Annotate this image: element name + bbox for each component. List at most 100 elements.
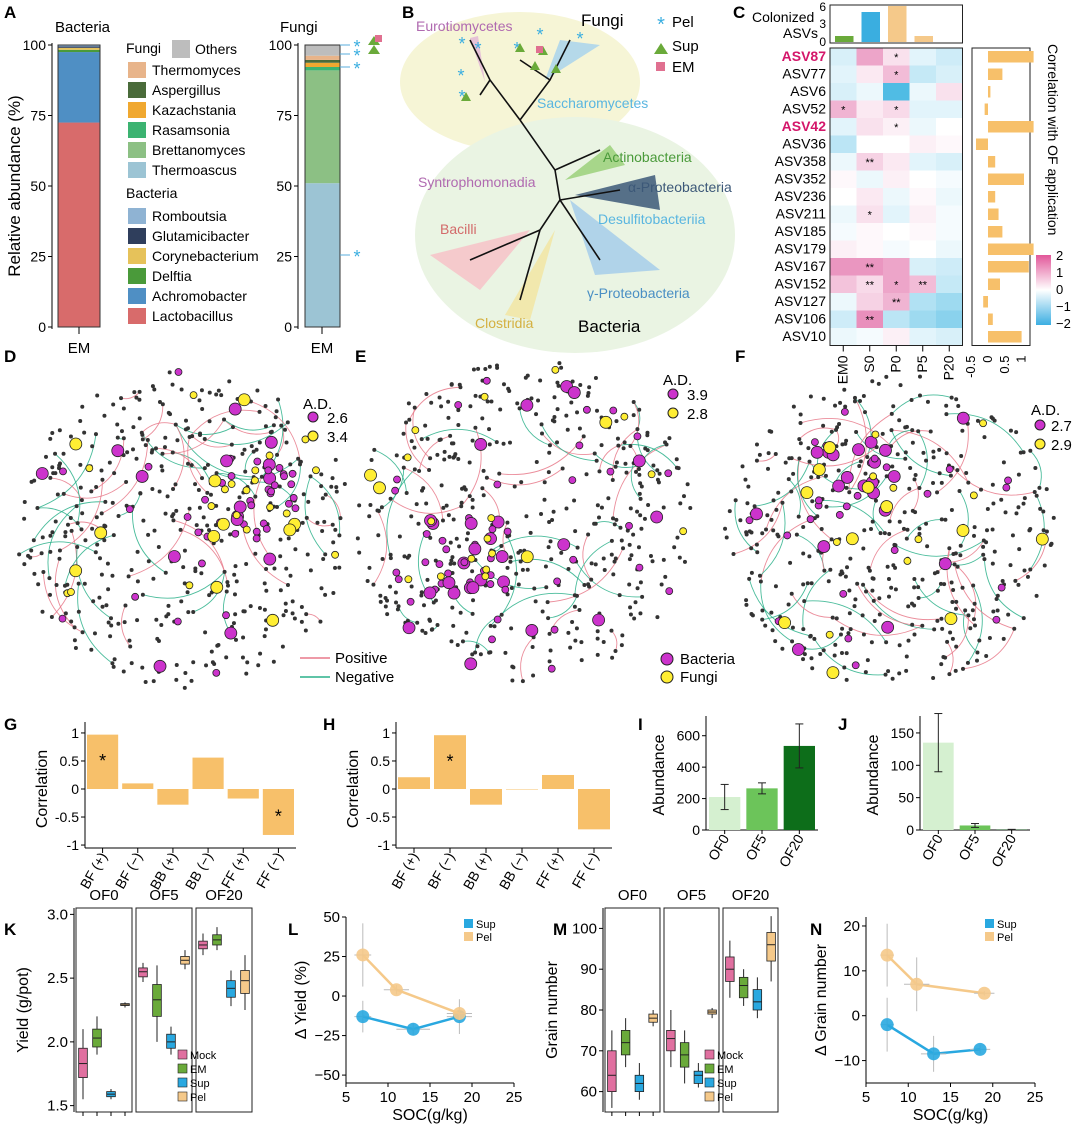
- network-node: [628, 605, 633, 610]
- network-node: [1041, 528, 1046, 533]
- network-node: [903, 456, 908, 461]
- network-node: [681, 494, 686, 499]
- network-node: [573, 638, 578, 643]
- network-node: [890, 464, 895, 469]
- a-legend-swatch: [128, 208, 146, 224]
- L-legend-swatch: [464, 919, 473, 928]
- bacteria-node: [402, 621, 416, 635]
- network-node: [278, 554, 283, 559]
- fungi-node: [520, 550, 534, 564]
- network-node: [334, 485, 339, 490]
- fungi-node: [411, 426, 420, 435]
- b-branch: [559, 189, 621, 201]
- network-node: [765, 513, 770, 518]
- network-node: [954, 599, 959, 604]
- network-node: [947, 546, 952, 551]
- network-node: [454, 536, 459, 541]
- bacteria-node: [111, 444, 125, 458]
- bacteria-node: [220, 454, 233, 468]
- network-node: [505, 592, 510, 597]
- b-star-marker: *: [536, 25, 543, 45]
- I-bar: [746, 788, 778, 830]
- network-node: [1041, 509, 1046, 514]
- network-node: [597, 469, 602, 474]
- network-node: [631, 399, 636, 404]
- network-node: [906, 638, 911, 643]
- network-node: [510, 678, 515, 683]
- network-node: [769, 517, 774, 522]
- network-node: [602, 567, 607, 572]
- network-node: [564, 506, 569, 511]
- network-node: [268, 430, 273, 435]
- bacteria-node: [625, 521, 633, 530]
- network-node: [134, 395, 139, 400]
- panel-label-C: C: [733, 3, 745, 22]
- b-branch: [519, 229, 541, 301]
- G-bar: [122, 783, 154, 789]
- bacteria-node: [745, 516, 754, 525]
- network-node: [543, 564, 548, 569]
- network-node: [95, 542, 100, 547]
- network-node: [547, 450, 552, 455]
- bacteria-node: [806, 515, 815, 524]
- network-node: [449, 441, 454, 446]
- network-node: [212, 662, 217, 667]
- network-node: [53, 451, 58, 456]
- bacteria-node: [291, 504, 300, 513]
- network-node: [589, 561, 594, 566]
- network-node: [843, 574, 848, 579]
- network-edge: [797, 458, 832, 540]
- network-edge: [862, 584, 935, 630]
- network-node: [575, 545, 580, 550]
- network-node: [572, 498, 577, 503]
- J-xtick-label: OF20: [988, 831, 1019, 870]
- network-node: [78, 462, 83, 467]
- network-node: [568, 645, 573, 650]
- network-node: [189, 463, 194, 468]
- c-heat-cell: [830, 223, 857, 241]
- network-node: [975, 650, 980, 655]
- network-node: [910, 440, 915, 445]
- network-node: [224, 655, 229, 660]
- network-edge: [826, 476, 888, 508]
- M-facet-title: OF20: [732, 887, 770, 904]
- network-node: [489, 399, 494, 404]
- G-sig: *: [99, 751, 106, 771]
- network-node: [396, 604, 401, 609]
- network-node: [48, 475, 53, 480]
- network-node: [109, 623, 114, 628]
- network-node: [918, 393, 923, 398]
- network-node: [509, 585, 514, 590]
- b-legend-item: EM: [672, 59, 695, 76]
- network-node: [667, 436, 672, 441]
- network-node: [685, 482, 690, 487]
- c-heat-cell: [830, 153, 857, 171]
- network-node: [435, 452, 440, 457]
- network-node: [200, 476, 205, 481]
- network-node: [559, 550, 564, 555]
- network-edge: [223, 419, 275, 431]
- network-node: [614, 517, 619, 522]
- network-node: [895, 452, 900, 457]
- M-box: [752, 989, 763, 1011]
- network-edge: [191, 435, 232, 448]
- network-node: [174, 662, 179, 667]
- c-heat-cell: [830, 205, 857, 223]
- bacteria-node: [35, 467, 49, 480]
- network-node: [628, 612, 633, 617]
- L-xtick-label: 20: [464, 1089, 481, 1106]
- network-edge: [132, 506, 167, 574]
- L-legend-swatch: [464, 932, 473, 941]
- L-ytick-label: −25: [315, 1028, 340, 1045]
- b-triangle-marker: [461, 92, 471, 101]
- network-node: [402, 554, 407, 559]
- fungi-node: [482, 565, 491, 574]
- network-node: [585, 393, 590, 398]
- b-clade-wedge: [570, 200, 660, 275]
- network-node: [798, 441, 803, 446]
- network-node: [442, 457, 447, 462]
- network-node: [906, 604, 911, 609]
- network-node: [950, 636, 955, 641]
- network-node: [196, 487, 201, 492]
- network-node: [889, 585, 894, 590]
